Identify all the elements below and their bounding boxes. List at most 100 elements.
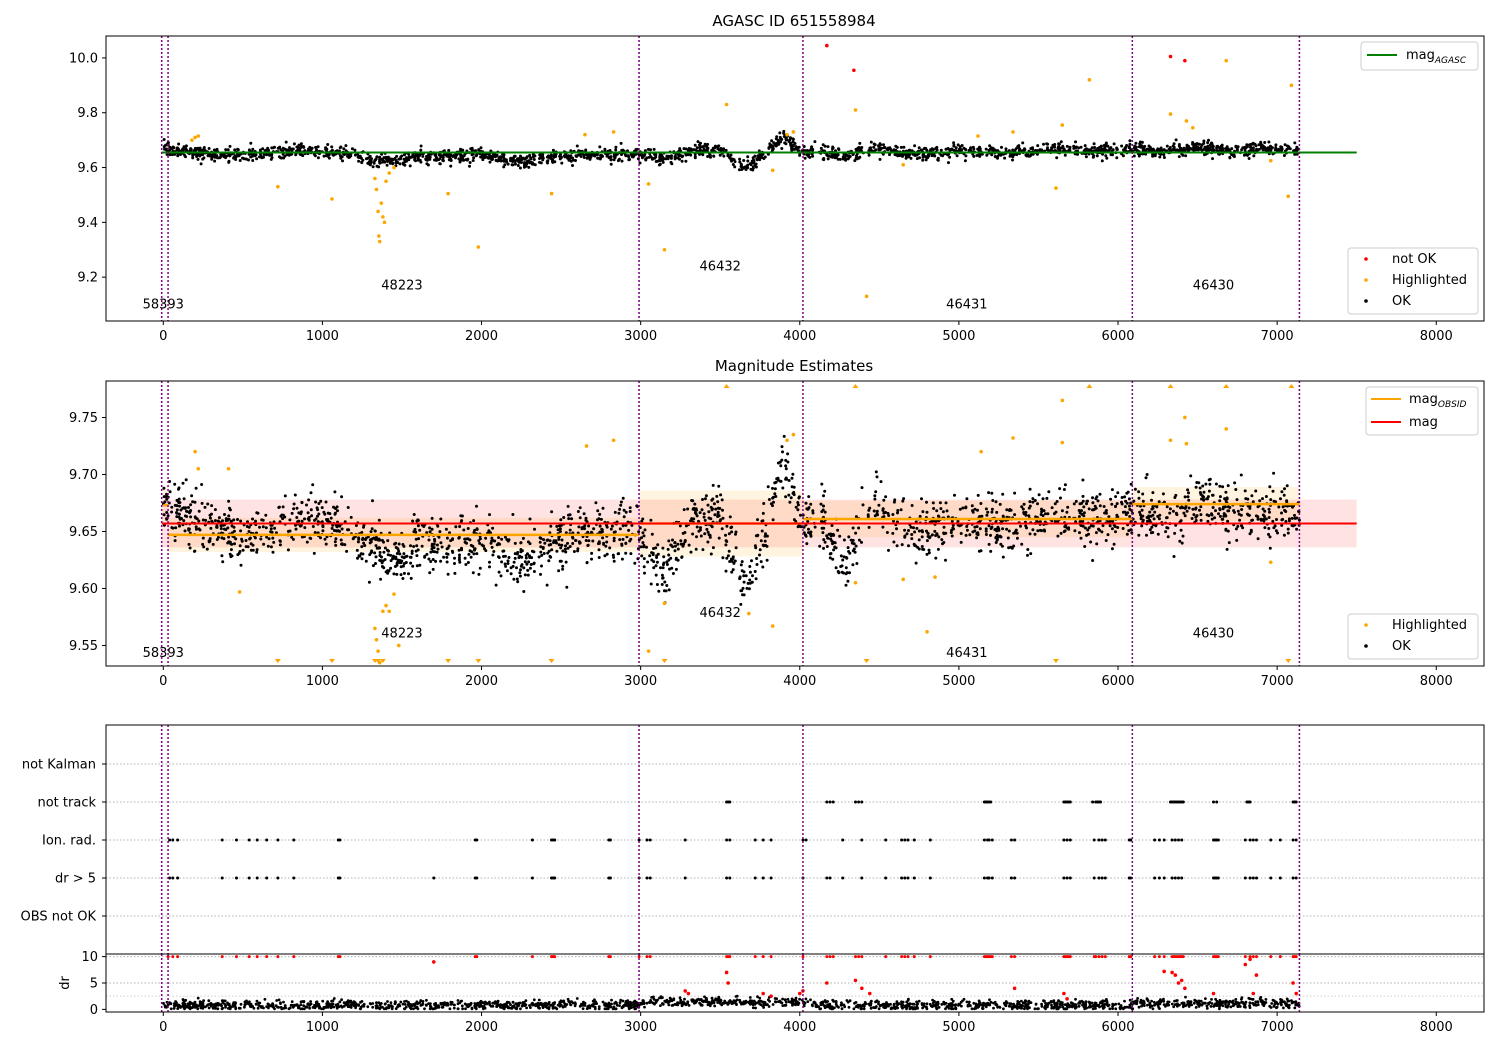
panel2-legend-points: Highlighted OK bbox=[1347, 613, 1479, 660]
highlighted-point bbox=[226, 466, 231, 471]
panel2-title: Magnitude Estimates bbox=[715, 357, 873, 375]
legend-mag: mag bbox=[1409, 415, 1438, 430]
panel2-x-ticks: 0 1000 2000 3000 4000 5000 6000 7000 8000 bbox=[159, 666, 1453, 689]
x-tick-label: 6000 bbox=[1101, 1020, 1134, 1035]
x-tick-label: 2000 bbox=[465, 1020, 498, 1035]
x-tick-label: 3000 bbox=[624, 674, 657, 689]
x-tick-label: 1000 bbox=[306, 1020, 339, 1035]
x-tick-label: 8000 bbox=[1420, 674, 1453, 689]
x-tick-label: 2000 bbox=[465, 674, 498, 689]
x-tick-label: 4000 bbox=[783, 329, 816, 344]
highlighted-point bbox=[392, 592, 396, 596]
x-tick-label: 3000 bbox=[624, 1020, 657, 1035]
panel2-frame bbox=[105, 380, 1485, 667]
clipped-high-marker bbox=[1086, 384, 1093, 388]
clipped-high-marker bbox=[852, 384, 859, 388]
legend-label-ok: OK bbox=[1392, 294, 1411, 309]
x-tick-label: 6000 bbox=[1101, 674, 1134, 689]
x-tick-label: 5000 bbox=[942, 674, 975, 689]
x-tick-label: 8000 bbox=[1420, 1020, 1453, 1035]
clipped-low-marker bbox=[379, 659, 386, 663]
legend-marker-highlighted bbox=[1364, 623, 1368, 627]
y-tick-label: 5 bbox=[90, 977, 98, 992]
highlighted-point bbox=[373, 626, 377, 631]
dr-red-point bbox=[683, 989, 688, 993]
highlighted-point bbox=[382, 220, 387, 225]
legend-mag-obsid: magOBSID bbox=[1409, 392, 1467, 410]
dr-red-point bbox=[724, 970, 729, 975]
obsid-label: 48223 bbox=[381, 278, 422, 293]
x-tick-label: 0 bbox=[159, 329, 167, 344]
dr-red-point bbox=[1251, 991, 1256, 996]
highlighted-point bbox=[1011, 130, 1015, 134]
obsid-label: 46431 bbox=[946, 646, 987, 661]
legend-marker-ok bbox=[1364, 644, 1368, 648]
magnitude-panel: Magnitude Estimates 58393 48223 46432 46431… bbox=[69, 357, 1485, 689]
legend-mag-obsid-main: mag bbox=[1409, 392, 1438, 407]
highlighted-point bbox=[1224, 58, 1229, 63]
highlighted-point bbox=[1191, 126, 1195, 130]
flag-row-label: OBS not OK bbox=[21, 910, 97, 925]
highlighted-point bbox=[374, 187, 379, 192]
highlighted-point bbox=[1054, 186, 1058, 190]
highlighted-point bbox=[237, 590, 242, 594]
dr-red-point bbox=[1294, 991, 1299, 996]
highlighted-point bbox=[1268, 560, 1273, 565]
highlighted-point bbox=[791, 432, 796, 437]
x-tick-label: 2000 bbox=[465, 329, 498, 344]
highlighted-point bbox=[785, 438, 789, 443]
legend-frame bbox=[1360, 41, 1479, 71]
highlighted-point bbox=[785, 132, 789, 137]
highlighted-point bbox=[662, 601, 667, 606]
highlighted-point bbox=[770, 168, 775, 173]
highlighted-point bbox=[646, 649, 651, 653]
highlighted-point bbox=[925, 630, 929, 634]
clipped-low-marker bbox=[328, 659, 335, 663]
y-tick-label: 9.55 bbox=[69, 639, 98, 654]
dr-ok-points bbox=[162, 994, 1301, 1011]
panel2-plot-area: 58393 48223 46432 46431 46430 bbox=[143, 381, 1357, 666]
clipped-low-marker bbox=[274, 659, 281, 663]
x-tick-label: 8000 bbox=[1420, 329, 1453, 344]
x-tick-label: 7000 bbox=[1261, 674, 1294, 689]
highlighted-point bbox=[396, 643, 401, 648]
clipped-low-marker bbox=[445, 659, 452, 663]
flag-row-label: Ion. rad. bbox=[42, 834, 96, 849]
dr-red-point bbox=[1170, 970, 1174, 975]
dr-red-point bbox=[431, 960, 436, 964]
highlighted-point bbox=[747, 611, 751, 616]
highlighted-point bbox=[1060, 398, 1065, 403]
x-tick-label: 1000 bbox=[306, 329, 339, 344]
clipped-low-marker bbox=[1052, 659, 1059, 663]
y-tick-label: 9.8 bbox=[77, 106, 98, 121]
highlighted-point bbox=[1060, 440, 1065, 445]
highlighted-point bbox=[1224, 427, 1229, 431]
x-tick-label: 7000 bbox=[1261, 329, 1294, 344]
panel1-y-ticks: 9.2 9.4 9.6 9.8 10.0 bbox=[69, 51, 106, 286]
obsid-label: 46430 bbox=[1193, 278, 1234, 293]
highlighted-point bbox=[374, 637, 379, 642]
panel1-title: AGASC ID 651558984 bbox=[712, 12, 875, 30]
highlighted-point bbox=[446, 191, 450, 196]
dr-red-point bbox=[825, 981, 829, 985]
highlighted-point bbox=[377, 234, 381, 238]
highlighted-point bbox=[1087, 78, 1092, 82]
not-ok-point bbox=[852, 68, 856, 73]
not-ok-point bbox=[1168, 54, 1173, 59]
dr-red-point bbox=[1176, 981, 1181, 985]
not-ok-point bbox=[825, 43, 829, 48]
highlighted-point bbox=[1184, 119, 1189, 123]
clipped-low-marker bbox=[548, 659, 555, 663]
legend-mag-agasc-subscript: AGASC bbox=[1434, 56, 1467, 66]
clipped-low-marker bbox=[1285, 659, 1292, 663]
y-tick-label: 9.6 bbox=[77, 161, 98, 176]
clipped-high-marker bbox=[723, 384, 730, 388]
obsid-label: 58393 bbox=[143, 298, 184, 313]
highlighted-point bbox=[377, 239, 382, 244]
highlighted-point bbox=[583, 132, 587, 137]
clipped-low-marker bbox=[475, 659, 482, 663]
x-tick-label: 5000 bbox=[942, 1020, 975, 1035]
legend-frame bbox=[1347, 613, 1479, 660]
highlighted-point bbox=[196, 466, 201, 471]
highlighted-point bbox=[724, 102, 729, 107]
